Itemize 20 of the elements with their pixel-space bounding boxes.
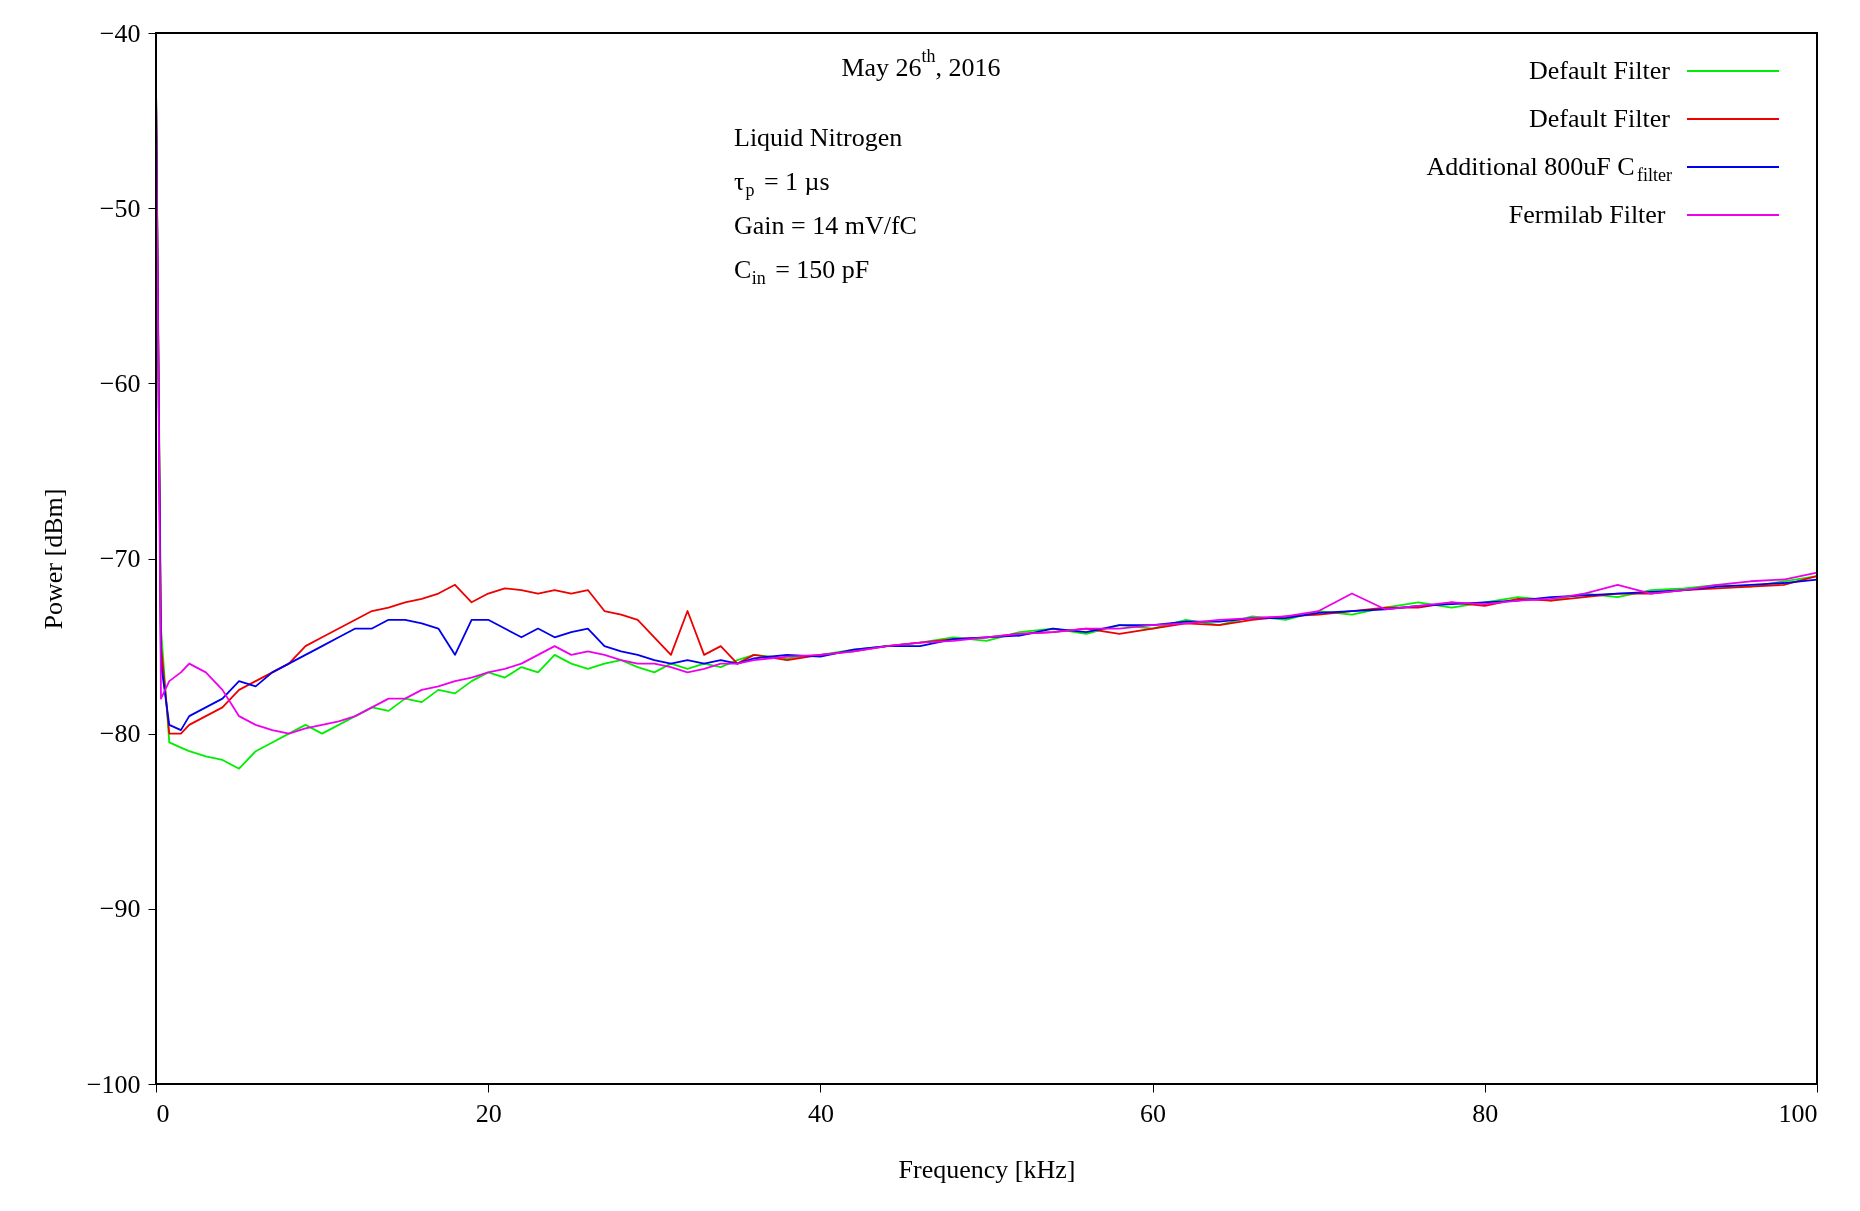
y-tick-label: −40	[99, 18, 141, 48]
y-tick-label: −50	[99, 193, 141, 223]
x-tick-label: 40	[807, 1098, 834, 1128]
legend-label: Default Filter	[1529, 56, 1671, 85]
x-tick-label: 100	[1778, 1098, 1818, 1128]
x-tick-label: 20	[475, 1098, 502, 1128]
y-axis-title: Power [dBm]	[38, 488, 68, 630]
y-tick-label: −60	[99, 368, 141, 398]
annotation: Liquid Nitrogen	[734, 123, 903, 152]
y-tick-label: −90	[99, 894, 141, 924]
x-tick-label: 0	[156, 1098, 170, 1128]
x-tick-label: 80	[1472, 1098, 1499, 1128]
legend-label: Fermilab Filter	[1508, 200, 1666, 229]
legend-label: Default Filter	[1529, 104, 1671, 133]
x-tick-label: 60	[1140, 1098, 1167, 1128]
x-axis-title: Frequency [kHz]	[898, 1154, 1076, 1184]
y-tick-label: −70	[99, 544, 141, 573]
y-tick-label: −80	[99, 719, 141, 749]
annotation: Gain = 14 mV/fC	[734, 211, 917, 240]
y-tick-label: −100	[86, 1069, 141, 1099]
